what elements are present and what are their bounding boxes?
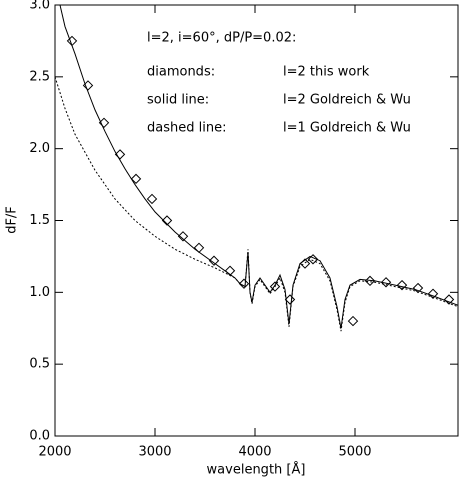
diamond-marker [396, 279, 408, 291]
diamond-marker [146, 193, 158, 205]
diamond-marker [238, 278, 250, 289]
x-tick-label: 3000 [138, 445, 171, 460]
solid-line [59, 5, 458, 329]
diamond-marker [208, 255, 220, 266]
x-axis-label: wavelength [Å] [207, 462, 306, 478]
annotation: diamonds: [147, 65, 215, 80]
y-tick-label: 2.0 [29, 141, 50, 156]
diamond-marker [114, 149, 126, 160]
y-tick-label: 2.5 [29, 69, 50, 84]
y-tick-label: 0.5 [29, 357, 50, 372]
x-tick-label: 5000 [338, 445, 371, 460]
annotation: l=1 Goldreich & Wu [283, 121, 411, 136]
diamond-marker [130, 173, 142, 185]
annotation: l=2 this work [283, 65, 370, 80]
diamond-marker [98, 117, 110, 129]
diamond-marker [161, 215, 173, 226]
diamond-marker [443, 294, 455, 305]
annotation: dashed line: [147, 121, 226, 136]
plot-frame [54, 4, 459, 437]
diamond-marker [307, 254, 319, 265]
diamond-marker [380, 277, 392, 288]
y-tick-label: 0.0 [29, 429, 50, 444]
diamond-marker [412, 282, 424, 294]
diamond-marker [427, 288, 439, 299]
diamond-marker [347, 315, 359, 327]
diamond-marker [177, 231, 189, 242]
dashed-line [55, 76, 458, 332]
diamond-marker [193, 242, 205, 254]
x-tick-label: 4000 [238, 445, 271, 460]
annotation: l=2, i=60°, dP/P=0.02: [147, 31, 296, 46]
plot-area [55, 5, 458, 332]
diamond-marker [284, 294, 296, 305]
y-tick-label: 1.0 [29, 285, 50, 300]
y-tick-label: 1.5 [29, 213, 50, 228]
x-tick-label: 2000 [38, 445, 71, 460]
diamond-marker [364, 275, 376, 287]
y-axis-label: dF/F [5, 206, 20, 234]
y-tick-label: 3.0 [29, 0, 50, 13]
annotation: l=2 Goldreich & Wu [283, 93, 411, 108]
diamond-marker [269, 281, 281, 292]
annotation: solid line: [147, 93, 209, 108]
